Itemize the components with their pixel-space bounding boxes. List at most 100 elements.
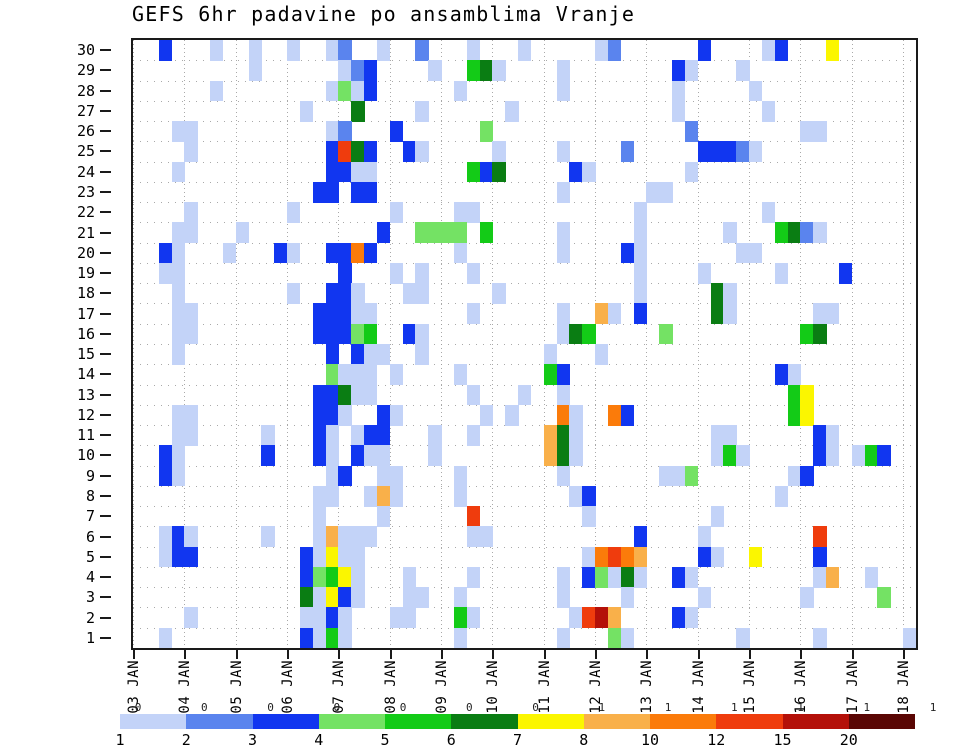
y-axis-tick [100,596,111,599]
heatmap-cell [518,384,532,406]
heatmap-cell [633,283,647,304]
heatmap-cell [158,40,172,61]
y-axis-label: 20 [76,243,95,262]
heatmap-cell [376,425,391,446]
heatmap-cell [633,222,647,244]
heatmap-cell [466,425,481,446]
heatmap-cell [761,40,776,61]
heatmap-cell [800,222,814,244]
heatmap-cell [582,607,596,629]
gridline-horizontal [133,425,916,427]
heatmap-cell [813,627,827,648]
heatmap-cell [171,121,185,142]
heatmap-cell [556,60,570,82]
heatmap-cell [556,141,570,163]
colorbar-segment[interactable] [650,714,717,729]
heatmap-cell [184,222,198,244]
heatmap-cell [415,587,429,608]
y-axis-label: 19 [76,264,95,283]
heatmap-cell [710,303,724,325]
y-axis-label: 14 [76,365,95,384]
heatmap-cell [402,323,416,345]
y-axis-tick [100,251,111,254]
heatmap-cell [800,384,814,406]
heatmap-cell [607,546,622,568]
heatmap-cell [736,445,750,467]
heatmap-cell [813,526,827,548]
heatmap-cell [312,587,327,608]
y-axis-label: 7 [85,507,95,526]
colorbar-segment[interactable] [120,714,187,729]
colorbar-segment[interactable] [583,714,650,729]
colorbar-segment[interactable] [848,714,915,729]
heatmap-cell [556,404,570,426]
heatmap-cell [325,283,339,304]
colorbar-tick-label: 3 [247,731,258,749]
gridline-horizontal [133,161,916,163]
heatmap-cell [351,425,365,446]
heatmap-cell [312,404,327,426]
heatmap-cell [287,40,301,61]
heatmap-cell [569,323,583,345]
heatmap-cell [595,344,609,365]
heatmap-cell [376,445,391,467]
heatmap-cell [312,323,327,345]
heatmap-cell [325,526,339,548]
heatmap-cell [299,100,314,122]
y-axis-tick [100,332,111,335]
heatmap-cell [389,465,404,487]
heatmap-cell [389,364,404,386]
heatmap-cell [364,445,378,467]
heatmap-cell [582,546,596,568]
x-axis-label: 12 JAN [588,660,605,714]
heatmap-cell [723,303,737,325]
colorbar-segment[interactable] [252,714,319,729]
heatmap-cell [826,303,840,325]
x-axis-tick [133,650,135,659]
heatmap-cell [569,404,583,426]
heatmap-cell [351,526,365,548]
colorbar-segment[interactable] [318,714,385,729]
heatmap-cell [800,465,814,487]
heatmap-cell [415,141,429,163]
heatmap-cell [723,222,737,244]
heatmap-cell [389,485,404,507]
colorbar-tick-mark: 1 [929,701,937,714]
heatmap-cell [749,242,763,264]
heatmap-cell [171,546,185,568]
heatmap-cell [813,121,827,142]
heatmap-cell [710,425,724,446]
gridline-horizontal [133,121,916,123]
colorbar-segment[interactable] [517,714,584,729]
colorbar-tick-label: 20 [839,731,858,749]
colorbar-segment[interactable] [451,714,518,729]
heatmap-cell [325,323,339,345]
colorbar[interactable]: 1234567810121520000000011111111 [115,701,936,749]
heatmap-cell [761,100,776,122]
heatmap-cell [338,283,352,304]
colorbar-segment[interactable] [186,714,253,729]
heatmap-cell [466,262,481,284]
heatmap-cell [415,100,429,122]
heatmap-cell [723,445,737,467]
heatmap-plot-area[interactable] [131,38,918,650]
heatmap-cell [505,404,519,426]
colorbar-segment[interactable] [385,714,452,729]
heatmap-cell [453,465,468,487]
heatmap-cell [697,262,712,284]
colorbar-tick-label: 7 [512,731,523,749]
colorbar-segment[interactable] [716,714,783,729]
heatmap-cell [466,60,481,82]
heatmap-cell [364,141,378,163]
heatmap-cell [351,303,365,325]
colorbar-segment[interactable] [782,714,849,729]
heatmap-cell [376,506,391,527]
heatmap-cell [325,181,339,203]
heatmap-cell [697,587,712,608]
heatmap-cell [813,323,827,345]
heatmap-cell [697,141,712,163]
heatmap-cell [479,222,493,244]
heatmap-cell [364,80,378,102]
heatmap-cell [620,242,635,264]
x-axis-tick [800,650,803,659]
